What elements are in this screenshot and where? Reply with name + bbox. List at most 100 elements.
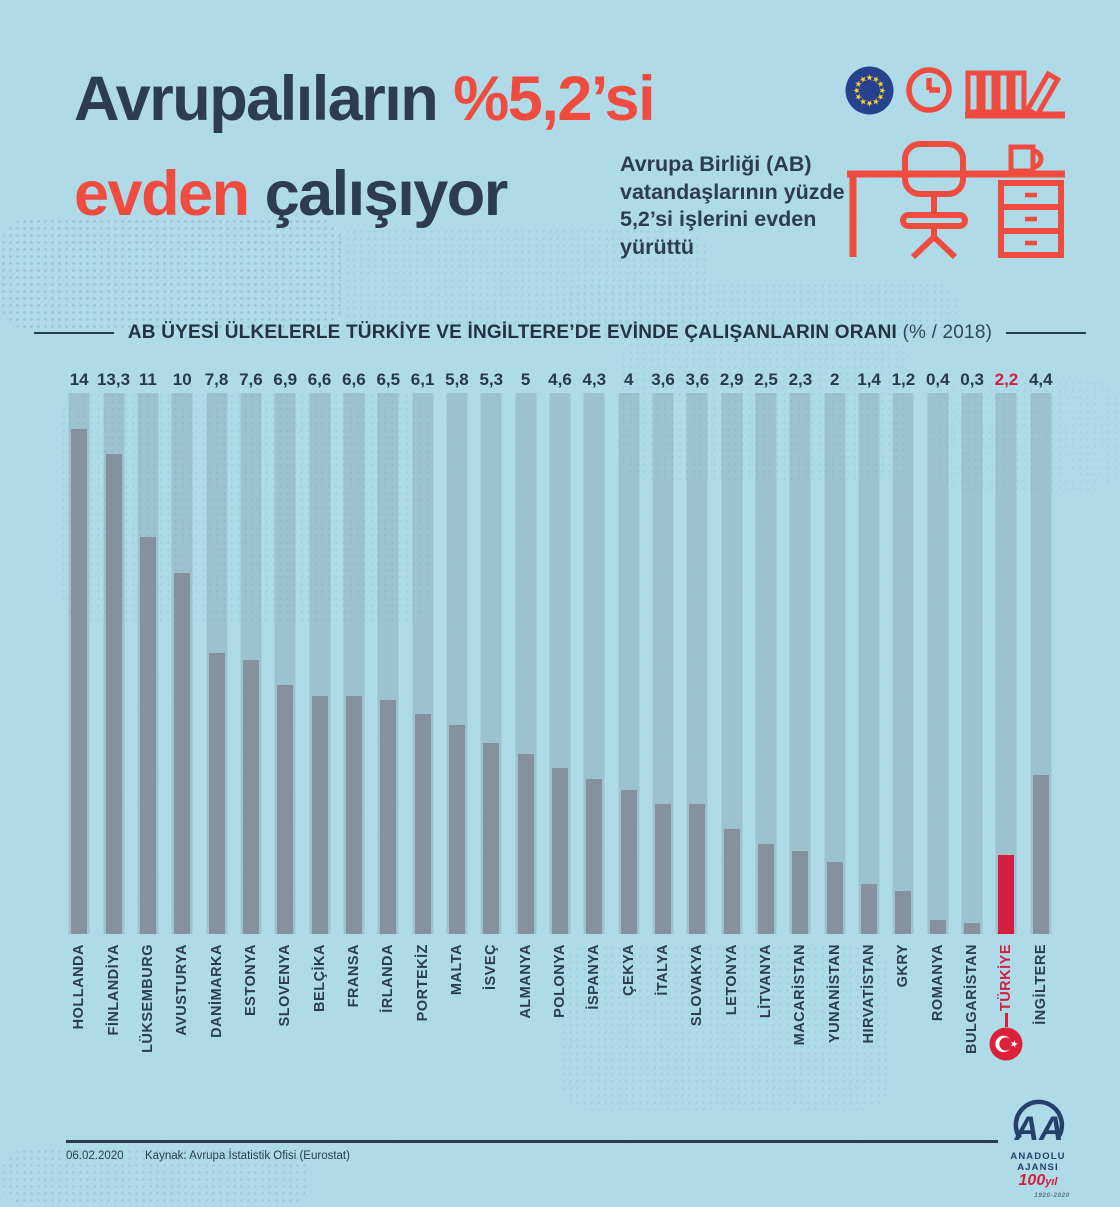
bar-column: [921, 393, 955, 934]
bar-country-label: TÜRKİYE: [989, 944, 1023, 1104]
bar: [105, 454, 122, 934]
bar: [551, 768, 568, 934]
bar-column: [440, 393, 474, 934]
bar-column: [474, 393, 508, 934]
bar-country-label: İNGİLTERE: [1024, 944, 1058, 1104]
bar: [483, 742, 500, 934]
bar-column: [783, 393, 817, 934]
bar-column: [543, 393, 577, 934]
bar-value-label: 6,9: [273, 370, 298, 389]
bar-track: [652, 393, 674, 934]
title-line2: evden çalışıyor: [74, 159, 509, 229]
aa-monogram-icon: AA: [1013, 1099, 1065, 1148]
bar-column: [749, 393, 783, 934]
bar-track: [892, 393, 914, 934]
bar: [139, 537, 156, 934]
country-label-text: BELÇİKA: [311, 944, 328, 1012]
country-label-text: YUNANİSTAN: [826, 944, 843, 1043]
bar-country-label: LETONYA: [715, 944, 749, 1104]
bar-column: [1024, 393, 1058, 934]
anniversary-suffix: yıl: [1045, 1176, 1058, 1188]
chart-values-row: 14 13,3 11 10 7,8 7,6 6,9 6,6 6,6 6,5 6,1 5,8 5,3 5 4,…: [62, 362, 1058, 390]
eu-flag-icon: [845, 66, 894, 115]
bar-country-label: HIRVATİSTAN: [852, 944, 886, 1104]
bar-country-label: GKRY: [886, 944, 920, 1104]
country-label-text: ROMANYA: [929, 944, 946, 1022]
title-part-dark2: çalışıyor: [248, 159, 509, 229]
country-label-text: GKRY: [895, 944, 912, 988]
bar-value-label: 2,9: [719, 370, 744, 389]
bar-column: [955, 393, 989, 934]
bar: [1032, 775, 1049, 934]
bar-country-label: İSVEÇ: [474, 944, 508, 1104]
bar-column: [886, 393, 920, 934]
subtitle: Avrupa Birliği (AB) vatandaşlarının yüzd…: [620, 152, 845, 259]
bar-country-label: FRANSA: [337, 944, 371, 1104]
bar-value-label: 4,6: [548, 370, 572, 389]
bar-value-label: 2,5: [754, 370, 778, 389]
country-label-text: HIRVATİSTAN: [861, 944, 878, 1044]
bar-track: [961, 393, 983, 934]
country-label-text: POLONYA: [551, 944, 568, 1018]
bar-column: [96, 393, 130, 934]
bar-value-label: 4,3: [582, 370, 607, 389]
bar-value-label: 10: [172, 370, 192, 389]
bar-column: [337, 393, 371, 934]
bar-value-label: 14: [69, 370, 89, 389]
bar-country-label: İTALYA: [646, 944, 680, 1104]
bar-value-label: 6,1: [410, 370, 435, 389]
svg-text:AA: AA: [1013, 1110, 1063, 1148]
country-label-text: ÇEKYA: [620, 944, 637, 996]
bar-country-label: ROMANYA: [921, 944, 955, 1104]
bar-column: [131, 393, 165, 934]
country-label-text: ESTONYA: [242, 944, 259, 1016]
country-label-text: BULGARİSTAN: [964, 944, 981, 1054]
bar: [826, 861, 843, 934]
bar: [208, 652, 225, 934]
bar-value-label: 5,8: [445, 370, 469, 389]
country-label-text: PORTEKİZ: [414, 944, 431, 1022]
bar-column: [165, 393, 199, 934]
bar: [655, 804, 672, 934]
bar-track: [995, 393, 1017, 934]
turkey-flag-icon: [989, 1027, 1023, 1061]
chart-title-main: AB ÜYESİ ÜLKELERLE TÜRKİYE VE İNGİLTERE’…: [127, 322, 897, 343]
bar: [380, 699, 397, 934]
bar-column: [268, 393, 302, 934]
bar-country-label: MALTA: [440, 944, 474, 1104]
bar: [861, 883, 878, 934]
bar-column: [715, 393, 749, 934]
bar: [448, 724, 465, 934]
bar-value-label: 2,3: [788, 370, 813, 389]
bar: [345, 696, 362, 934]
bar-track: [686, 393, 708, 934]
bar: [689, 804, 706, 934]
bar-value-label: 1,4: [857, 370, 881, 389]
country-label-text: SLOVAKYA: [689, 944, 706, 1027]
turkey-connector-line: [1004, 1013, 1008, 1028]
bar-country-label: LÜKSEMBURG: [131, 944, 165, 1104]
title-line1: Avrupalıların %5,2’si: [74, 64, 656, 134]
bar-country-label: BULGARİSTAN: [955, 944, 989, 1104]
bar: [242, 659, 259, 934]
country-label-text: AVUSTURYA: [174, 944, 191, 1036]
bar: [586, 778, 603, 934]
bar-track: [858, 393, 880, 934]
footer-date: 06.02.2020: [66, 1150, 124, 1162]
chart-plot: [62, 393, 1058, 934]
bar-country-label: DANİMARKA: [199, 944, 233, 1104]
bar-track: [824, 393, 846, 934]
bar: [174, 573, 191, 934]
bar-value-label: 5: [520, 370, 531, 389]
page-title: Avrupalıların %5,2’si evden çalışıyor: [74, 52, 656, 242]
anniversary-badge: 100yıl 1920-2020: [988, 1172, 1088, 1203]
bar-country-label: POLONYA: [543, 944, 577, 1104]
bar-country-label: İRLANDA: [371, 944, 405, 1104]
country-label-text: ALMANYA: [517, 944, 534, 1019]
clock-icon: [906, 67, 952, 113]
bar: [929, 919, 946, 934]
country-label-text: İNGİLTERE: [1032, 944, 1049, 1025]
bar: [71, 429, 88, 934]
anniversary-number: 100: [1018, 1172, 1046, 1189]
country-label-text: FRANSA: [345, 944, 362, 1008]
